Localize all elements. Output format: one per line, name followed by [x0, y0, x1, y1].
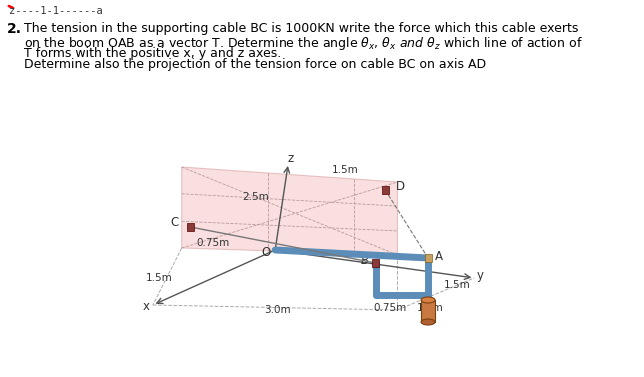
- Text: on the boom OAB as a vector T. Determine the angle $\theta_x$, $\theta_x$ $and$ : on the boom OAB as a vector T. Determine…: [24, 35, 583, 52]
- Text: T forms with the positive x, y and z axes.: T forms with the positive x, y and z axe…: [24, 47, 281, 60]
- Text: B: B: [361, 253, 368, 267]
- Text: D: D: [395, 181, 405, 193]
- Text: 1.5m: 1.5m: [146, 273, 173, 283]
- Text: C: C: [171, 216, 179, 228]
- Text: 2.: 2.: [7, 22, 22, 36]
- Polygon shape: [182, 167, 397, 255]
- Bar: [382, 186, 389, 194]
- Text: z----1-1------a: z----1-1------a: [9, 6, 102, 16]
- Bar: [424, 254, 431, 262]
- Text: 0.75m: 0.75m: [374, 303, 407, 313]
- Text: 1.5m: 1.5m: [332, 165, 359, 175]
- Ellipse shape: [421, 297, 435, 303]
- Text: 1.5m: 1.5m: [444, 280, 470, 290]
- Text: The tension in the supporting cable BC is 1000KN write the force which this cabl: The tension in the supporting cable BC i…: [24, 22, 579, 35]
- Text: Determine also the projection of the tension force on cable BC on axis AD: Determine also the projection of the ten…: [24, 58, 487, 71]
- Text: 2.5m: 2.5m: [243, 192, 269, 202]
- Text: y: y: [477, 270, 484, 282]
- Bar: [187, 223, 194, 231]
- Text: x: x: [142, 300, 149, 314]
- Text: 3.0m: 3.0m: [265, 305, 291, 315]
- Text: 0.75m: 0.75m: [196, 238, 230, 248]
- Text: A: A: [435, 250, 443, 262]
- Text: O: O: [261, 247, 271, 259]
- Ellipse shape: [421, 319, 435, 325]
- Text: 1.5m: 1.5m: [417, 303, 443, 313]
- Bar: [372, 259, 379, 267]
- Bar: [421, 300, 435, 322]
- Text: z: z: [288, 152, 294, 164]
